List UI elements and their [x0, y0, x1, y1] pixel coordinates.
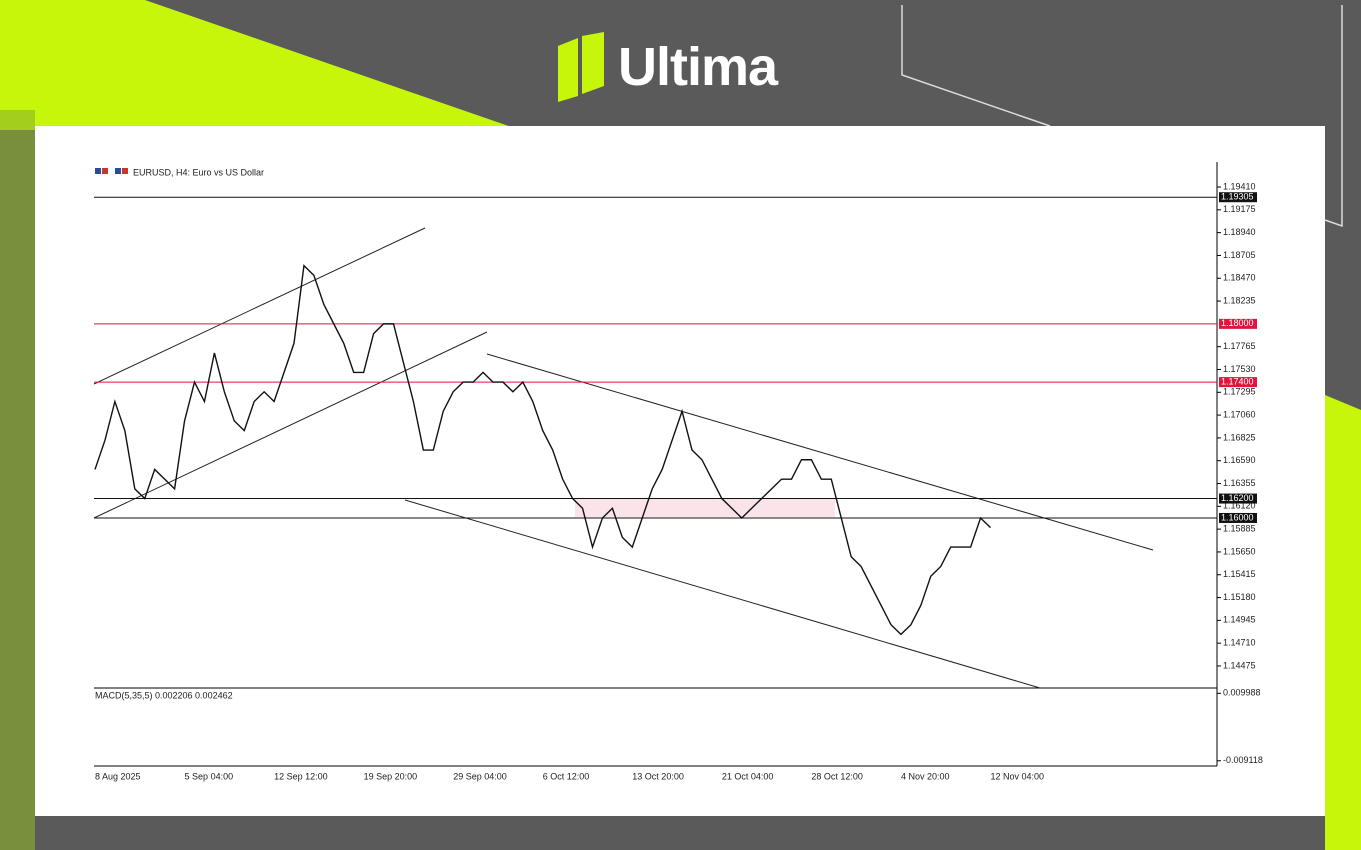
chart: EURUSD, H4: Euro vs US Dollar MACD(5,35,…: [93, 162, 1263, 781]
logo-text: Ultima: [618, 37, 778, 97]
trend-line: [486, 353, 1154, 551]
level-tag: [1219, 318, 1257, 329]
zone: [575, 498, 835, 517]
price-line: [94, 264, 991, 636]
y-tick-label: 1.14475: [1223, 660, 1256, 670]
y-tick-label: 1.17295: [1223, 387, 1256, 397]
level-label: 1.17400: [1221, 376, 1254, 386]
macd-title: MACD(5,35,5) 0.002206 0.002462: [95, 690, 233, 700]
level-label: 1.19305: [1221, 192, 1254, 202]
y-tick-label: 1.17060: [1223, 409, 1256, 419]
trend-line: [93, 227, 426, 385]
x-tick-label: 21 Oct 04:00: [722, 771, 774, 781]
y-tick-label: 1.16590: [1223, 455, 1256, 465]
chart-panel: EURUSD, H4: Euro vs US Dollar MACD(5,35,…: [35, 126, 1325, 816]
level-label: 1.16000: [1221, 512, 1254, 522]
y-tick-label: 1.19175: [1223, 204, 1256, 214]
y-tick-label: 1.18705: [1223, 250, 1256, 260]
y-tick-label: 1.15415: [1223, 569, 1256, 579]
y-tick-label: 1.14945: [1223, 615, 1256, 625]
accent: [1325, 395, 1361, 850]
x-tick-label: 28 Oct 12:00: [811, 771, 863, 781]
y-tick-label: 1.17530: [1223, 364, 1256, 374]
y-tick-label: 1.16355: [1223, 478, 1256, 488]
x-tick-label: 4 Nov 20:00: [901, 771, 950, 781]
accent: [0, 110, 35, 850]
y-tick-label: 1.18940: [1223, 227, 1256, 237]
level-tag: [1219, 512, 1257, 523]
icon: [95, 168, 101, 174]
y-tick-label: 1.14710: [1223, 638, 1256, 648]
y-tick-label: 1.16825: [1223, 432, 1256, 442]
icon: [122, 168, 128, 174]
x-tick-label: 6 Oct 12:00: [543, 771, 590, 781]
decor-line: [901, 5, 1051, 127]
x-tick-label: 29 Sep 04:00: [453, 771, 507, 781]
y-tick-label: 1.15885: [1223, 524, 1256, 534]
level-label: 1.18000: [1221, 318, 1254, 328]
level-tag: [1219, 192, 1257, 203]
x-tick-label: 8 Aug 2025: [95, 771, 141, 781]
icon: [115, 168, 121, 174]
x-tick-label: 19 Sep 20:00: [364, 771, 418, 781]
y-tick-label: 1.18235: [1223, 295, 1256, 305]
chart-title: EURUSD, H4: Euro vs US Dollar: [133, 167, 264, 177]
level-tag: [1219, 377, 1257, 388]
logo: Ultima: [558, 32, 778, 102]
x-tick-label: 12 Sep 12:00: [274, 771, 328, 781]
y2-tick-label: 0.009988: [1223, 688, 1261, 698]
x-tick-label: 12 Nov 04:00: [991, 771, 1045, 781]
y-tick-label: 1.16120: [1223, 501, 1256, 511]
y-tick-label: 1.18470: [1223, 273, 1256, 283]
x-tick-label: 13 Oct 20:00: [632, 771, 684, 781]
x-tick-label: 5 Sep 04:00: [185, 771, 234, 781]
decor-line: [1324, 5, 1343, 228]
y2-tick-label: -0.009118: [1223, 755, 1263, 765]
y-tick-label: 1.15650: [1223, 546, 1256, 556]
trend-line: [404, 499, 1041, 689]
level-label: 1.16200: [1221, 493, 1254, 503]
y-tick-label: 1.15180: [1223, 592, 1256, 602]
level-tag: [1219, 493, 1257, 504]
icon: [102, 168, 108, 174]
trend-line: [93, 331, 488, 519]
y-tick-label: 1.19410: [1223, 181, 1256, 191]
logo-mark: [558, 32, 604, 102]
y-tick-label: 1.17765: [1223, 341, 1256, 351]
accent: [0, 0, 520, 130]
